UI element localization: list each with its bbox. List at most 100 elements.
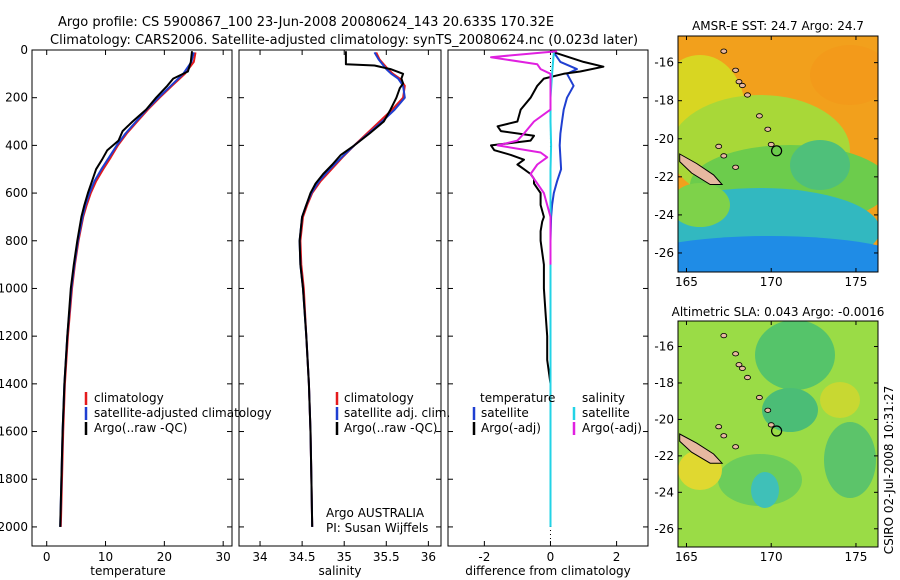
legend-header-salinity: salinity [582, 391, 625, 405]
series-line-argo-raw-qc [298, 51, 405, 527]
header-line-1: Argo profile: CS 5900867_100 23-Jun-2008… [58, 15, 554, 30]
csiro-timestamp: CSIRO 02-Jul-2008 10:31:27 [882, 386, 896, 554]
island [732, 444, 739, 450]
legend-label-sal-satellite: satellite [582, 406, 630, 420]
island [756, 113, 763, 119]
legend-label-argo: Argo(..raw -QC) [94, 421, 187, 435]
y-tick-label: 1400 [0, 377, 28, 391]
island [735, 79, 743, 85]
sla-map-field [678, 321, 878, 547]
island [715, 424, 723, 430]
sst-region [810, 45, 878, 105]
sla-region [820, 382, 860, 418]
salinity-xlabel: salinity [318, 564, 361, 578]
y-tick-label: 1600 [0, 425, 28, 439]
x-tick-label: 30 [216, 550, 231, 564]
island [715, 143, 723, 149]
series-line-climatology [59, 52, 197, 527]
series-line-climatology [299, 51, 406, 527]
x-tick-label: 35 [337, 550, 352, 564]
salinity-legend: climatology satellite adj. clim. Argo(..… [326, 391, 450, 535]
map-y-tick-label: -18 [654, 94, 674, 108]
island [732, 351, 739, 357]
y-tick-label: 400 [5, 138, 28, 152]
y-tick-label: 1000 [0, 281, 28, 295]
argo-org-label: Argo AUSTRALIA [326, 506, 425, 520]
legend-label-satellite: satellite-adjusted climatology [94, 406, 272, 420]
island [735, 362, 743, 368]
sst-map-frame [677, 35, 879, 273]
map-y-tick-label: -20 [654, 412, 674, 426]
map-x-tick-label: 165 [675, 275, 698, 289]
series-line-salinity-argo-adj [490, 50, 558, 265]
map-y-tick-label: -24 [654, 208, 674, 222]
sst-region [678, 236, 878, 272]
legend-label-satellite: satellite adj. clim. [344, 406, 450, 420]
x-tick-label: -2 [478, 550, 490, 564]
sla-map-title: Altimetric SLA: 0.043 Argo: -0.0016 [672, 305, 885, 319]
difference-legend: temperature salinity satellite Argo(-adj… [472, 391, 642, 435]
island [720, 332, 728, 339]
map-x-tick-label: 175 [845, 275, 868, 289]
salinity-plot: 34 34.5 35 35.5 36 [239, 49, 441, 564]
sst-map-title: AMSR-E SST: 24.7 Argo: 24.7 [692, 19, 864, 33]
y-tick-label: 800 [5, 234, 28, 248]
legend-label-sal-argo: Argo(-adj) [582, 421, 642, 435]
series-line-temperature-argo-adj [490, 50, 605, 527]
x-tick-label: 35.5 [373, 550, 400, 564]
sla-map-frame [677, 320, 879, 548]
legend-label-temp-satellite: satellite [481, 406, 529, 420]
difference-plot: -2 0 2 [448, 49, 648, 564]
temperature-legend: climatology satellite-adjusted climatolo… [84, 391, 272, 435]
legend-label-climatology: climatology [94, 391, 164, 405]
difference-xlabel: difference from climatology [465, 564, 631, 578]
island [767, 141, 775, 148]
island [764, 407, 772, 413]
island [764, 126, 772, 132]
x-tick-label: 20 [157, 550, 172, 564]
island [756, 394, 763, 401]
series-line-argo-raw-qc [59, 51, 193, 527]
sla-region [762, 388, 818, 432]
y-tick-label: 200 [5, 91, 28, 105]
sla-region [751, 472, 779, 508]
y-tick-label: 1200 [0, 329, 28, 343]
island [739, 365, 746, 371]
map-y-tick-label: -22 [654, 170, 674, 184]
legend-label-temp-argo: Argo(-adj) [481, 421, 541, 435]
island [720, 153, 728, 159]
map-y-tick-label: -16 [654, 340, 674, 354]
island [720, 433, 728, 439]
island [767, 422, 775, 428]
series-line-salinity-satellite [549, 52, 555, 527]
map-y-tick-label: -20 [654, 132, 674, 146]
legend-header-temperature: temperature [480, 391, 555, 405]
island [739, 82, 746, 89]
island [720, 48, 728, 54]
island [744, 92, 751, 98]
legend-label-argo: Argo(..raw -QC) [344, 421, 437, 435]
temperature-plot: 0 200 400 600 800 1000 1200 1400 1600 1800 2000 0 10… [0, 43, 232, 564]
x-tick-label: 0 [547, 550, 555, 564]
y-tick-label: 1800 [0, 472, 28, 486]
header-line-2: Climatology: CARS2006. Satellite-adjuste… [50, 33, 638, 48]
argo-float-marker [770, 425, 783, 437]
new-caledonia-island [679, 153, 724, 185]
sla-region [824, 422, 876, 498]
y-tick-label: 0 [20, 43, 28, 57]
map-y-tick-label: -18 [654, 376, 674, 390]
x-tick-label: 36 [421, 550, 436, 564]
y-tick-label: 2000 [0, 520, 28, 534]
x-tick-label: 0 [43, 550, 51, 564]
new-caledonia-island [679, 433, 724, 464]
argo-float-marker [770, 145, 783, 157]
pi-label: PI: Susan Wijffels [326, 521, 428, 535]
map-x-tick-label: 170 [760, 275, 783, 289]
sst-region [790, 140, 850, 190]
map-y-tick-label: -22 [654, 449, 674, 463]
sst-map-overlay: -16 -18 -20 -22 -24 -26 165 170 175 [654, 36, 878, 289]
y-tick-label: 600 [5, 186, 28, 200]
x-tick-label: 34.5 [289, 550, 316, 564]
